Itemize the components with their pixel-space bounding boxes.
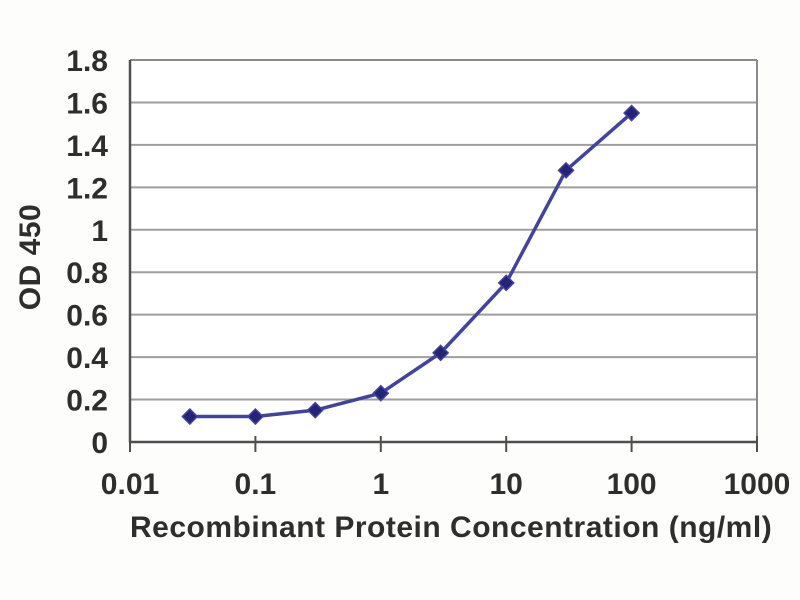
x-tick-label: 0.1 [235,468,277,501]
y-tick-label: 0.4 [66,342,108,375]
y-tick-label: 0.2 [66,385,108,418]
y-tick-label: 1.8 [66,45,108,78]
x-tick-label: 1000 [724,468,791,501]
data-point-marker [623,104,641,122]
x-axis-title: Recombinant Protein Concentration (ng/ml… [130,511,773,544]
data-point-marker [497,274,515,292]
data-point-marker [557,161,575,179]
y-tick-label: 0.6 [66,300,108,333]
x-tick-label: 10 [490,468,523,501]
data-point-marker [181,407,199,426]
y-tick-label: 1 [91,215,108,248]
y-axis-title: OD 450 [14,203,47,311]
plot-area [130,60,757,442]
data-point-marker [432,344,450,362]
y-tick-label: 1.2 [66,172,108,205]
y-tick-label: 0.8 [66,257,108,290]
x-tick-label: 1 [372,468,389,501]
y-tick-label: 1.4 [66,130,108,163]
data-point-marker [372,384,390,402]
x-tick-label: 100 [607,468,657,501]
y-tick-label: 0 [91,427,108,460]
x-tick-label: 0.01 [101,468,159,501]
series-line [188,111,634,419]
data-point-marker [306,401,324,419]
data-point-marker [246,407,264,426]
y-tick-label: 1.6 [66,87,108,120]
